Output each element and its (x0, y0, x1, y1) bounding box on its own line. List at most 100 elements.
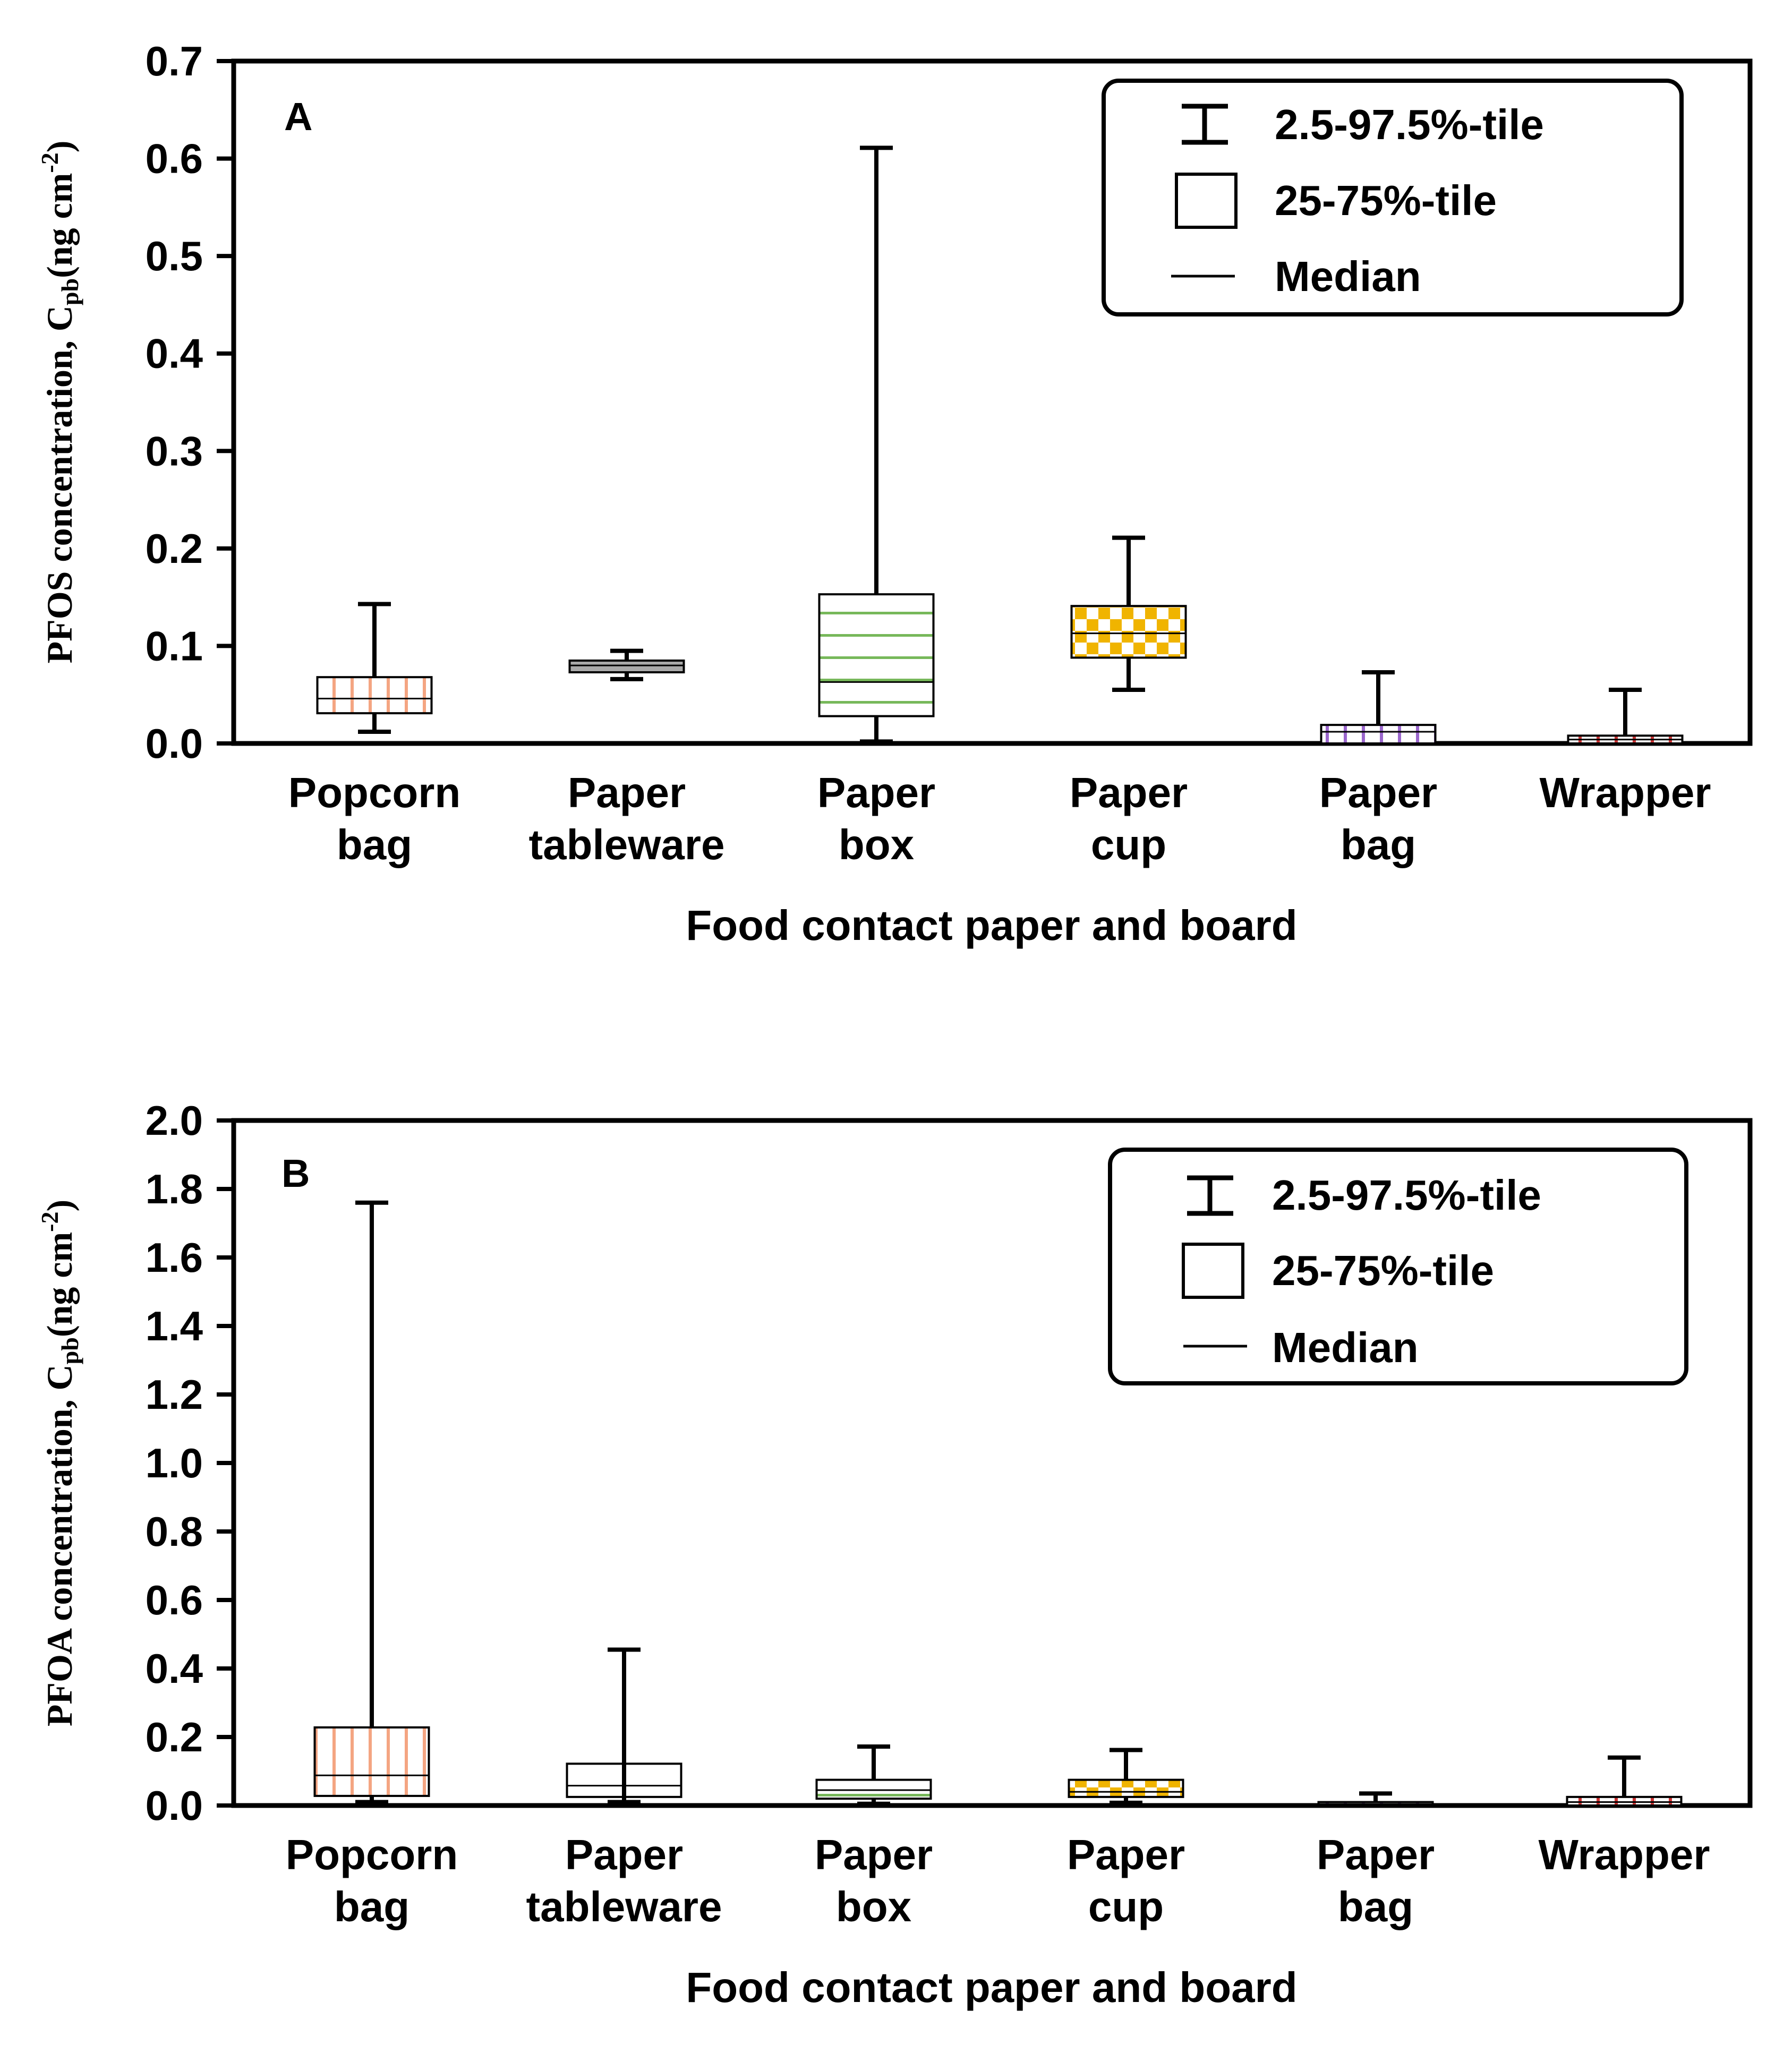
y-tick-label: 0.7 (146, 38, 203, 84)
category-label: Popcorn (286, 1831, 458, 1878)
boxplot-paper-box (815, 1744, 932, 1806)
y-tick-label: 0.2 (146, 1714, 203, 1760)
plot-frame (231, 58, 1753, 746)
legend-box-icon (1182, 1243, 1244, 1299)
y-axis-label-unit: (ng cm (39, 173, 80, 278)
boxplot-paper-bag (1317, 1791, 1434, 1808)
category-label: Popcorn (288, 769, 460, 816)
category-label: box (836, 1883, 911, 1930)
boxplots (313, 1200, 1683, 1808)
y-tick-label: 0.2 (146, 525, 203, 572)
y-axis-label-sup: -2 (36, 152, 63, 173)
boxplot-paper-tableware (566, 1647, 682, 1804)
y-axis-label-unit: (ng cm (39, 1232, 80, 1337)
iqr-box (568, 659, 685, 673)
legend-whisker-label: 2.5-97.5%-tile (1272, 1171, 1541, 1219)
iqr-box (818, 593, 935, 717)
category-label: Paper (568, 769, 686, 816)
boxplot-popcorn-bag (316, 602, 433, 734)
legend-frame (1102, 79, 1684, 316)
category-label: Paper (1070, 769, 1188, 816)
iqr-box (1320, 724, 1437, 745)
y-tick-label: 2.0 (146, 1097, 203, 1144)
legend-box-icon (1175, 173, 1238, 229)
panel-letter: B (281, 1151, 310, 1195)
legend-box-label: 25-75%-tile (1275, 177, 1497, 224)
category-label: Paper (1067, 1831, 1185, 1878)
iqr-box (1068, 1778, 1184, 1798)
y-tick-label: 1.2 (146, 1371, 203, 1418)
category-labels: Popcorn bag Paper tableware Paper box Paper cup… (288, 769, 1711, 868)
category-label: cup (1088, 1883, 1164, 1930)
y-tick-label: 1.0 (146, 1440, 203, 1486)
y-tick-label: 0.4 (146, 1645, 203, 1692)
y-axis-label-sub: pb (56, 278, 83, 305)
y-axis-label-sup: -2 (36, 1212, 63, 1232)
category-label: cup (1091, 821, 1166, 868)
legend-median-label: Median (1275, 253, 1421, 300)
category-labels: Popcorn bag Paper tableware Paper box Paper cup… (286, 1831, 1710, 1930)
iqr-box (566, 1762, 682, 1798)
category-label: tableware (528, 821, 724, 868)
boxplot-paper-bag (1320, 670, 1437, 746)
legend-whisker-label: 2.5-97.5%-tile (1275, 101, 1544, 148)
legend-whisker-icon (1187, 1175, 1233, 1216)
category-label: tableware (526, 1883, 722, 1930)
iqr-box (316, 676, 433, 715)
svg-text:PFOA concentration, Cpb(ng cm-: PFOA concentration, Cpb(ng cm-2) (36, 1200, 83, 1726)
category-label: box (839, 821, 914, 868)
iqr-box (313, 1726, 430, 1797)
category-label: bag (334, 1883, 409, 1930)
boxplot-wrapper (1566, 1755, 1683, 1808)
y-axis-title: PFOA concentration, Cpb(ng cm-2) (36, 1200, 83, 1726)
y-tick-label: 0.3 (146, 427, 203, 474)
boxplot-paper-box (818, 146, 935, 744)
boxplots (316, 146, 1684, 746)
y-tick-label: 0.5 (146, 233, 203, 279)
category-label: Paper (1317, 1831, 1435, 1878)
boxplot-paper-cup (1068, 1748, 1184, 1805)
panel-letter: A (284, 95, 312, 139)
boxplot-popcorn-bag (313, 1200, 430, 1804)
legend-median-label: Median (1272, 1324, 1419, 1371)
category-label: bag (1341, 821, 1416, 868)
panel-b: B PFOA concentration, Cpb(ng cm-2) 0.00.… (36, 1097, 1753, 2011)
category-label: Paper (1319, 769, 1437, 816)
category-label: Paper (817, 769, 935, 816)
y-tick-label: 1.6 (146, 1234, 203, 1281)
panel-a: A PFOS concentration, Cpb(ng cm-2) 0.0 0.… (36, 38, 1753, 949)
category-label: Paper (815, 1831, 933, 1878)
y-axis-label: PFOA concentration, C (39, 1364, 80, 1726)
y-tick-label: 1.8 (146, 1166, 203, 1212)
y-axis-label: PFOS concentration, C (39, 305, 80, 663)
iqr-box (1566, 1795, 1683, 1807)
category-label: bag (337, 821, 412, 868)
y-tick-label: 0.6 (146, 135, 203, 182)
x-axis-title: Food contact paper and board (686, 902, 1297, 949)
y-tick-label: 0.4 (146, 330, 203, 377)
legend-frame (1108, 1148, 1688, 1385)
y-axis-label-close: ) (39, 1200, 80, 1212)
legend-box-label: 25-75%-tile (1272, 1247, 1494, 1294)
y-axis-title: PFOS concentration, Cpb(ng cm-2) (36, 141, 83, 664)
y-tick-label: 0.0 (146, 720, 203, 767)
category-label: Wrapper (1538, 1831, 1710, 1878)
iqr-box (815, 1778, 932, 1800)
legend: 2.5-97.5%-tile 25-75%-tile Median (1102, 79, 1684, 316)
y-axis-label-close: ) (39, 141, 80, 153)
y-tick-label: 1.4 (146, 1303, 203, 1349)
x-axis-title: Food contact paper and board (686, 1964, 1297, 2011)
y-ticks: 0.0 0.2 0.4 0.6 0.8 1.0 1.2 1.4 1.6 1.8 2.0 (146, 1097, 234, 1829)
legend-whisker-icon (1182, 104, 1228, 145)
y-tick-label: 0.6 (146, 1577, 203, 1623)
y-axis-label-sub: pb (56, 1337, 83, 1364)
y-ticks: 0.0 0.1 0.2 0.3 0.4 0.5 0.6 0.7 (146, 38, 234, 767)
y-tick-label: 0.8 (146, 1508, 203, 1555)
legend: 2.5-97.5%-tile 25-75%-tile Median (1108, 1148, 1688, 1385)
category-label: Paper (565, 1831, 683, 1878)
boxplot-wrapper (1567, 688, 1684, 746)
category-label: bag (1338, 1883, 1413, 1930)
y-tick-label: 0.0 (146, 1782, 203, 1829)
iqr-box (1070, 605, 1187, 659)
